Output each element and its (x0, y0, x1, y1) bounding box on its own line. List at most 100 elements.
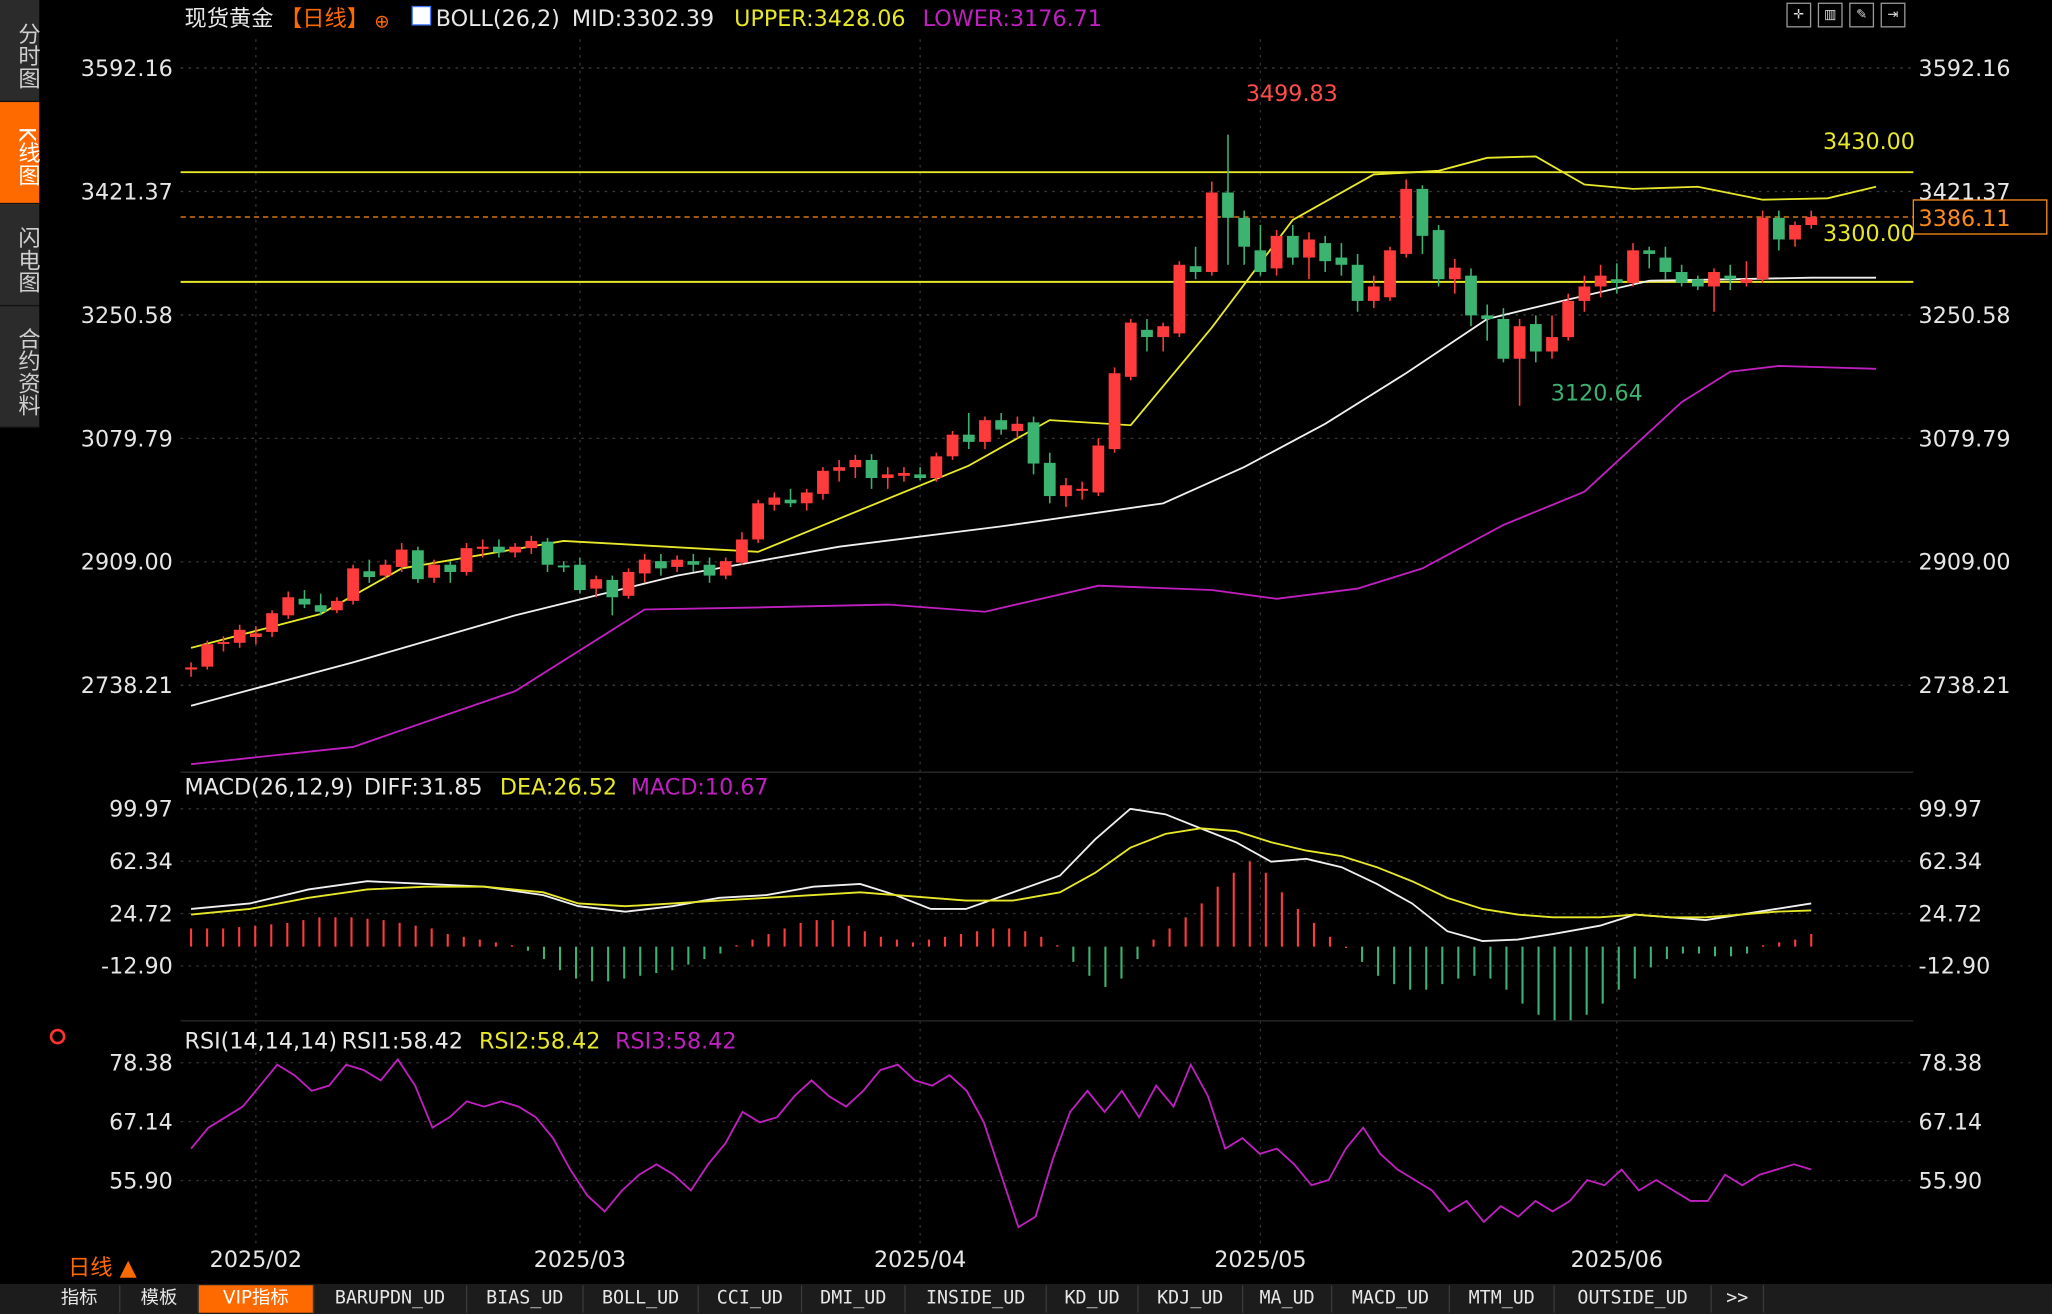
candle-body[interactable] (1124, 322, 1137, 377)
candle-body[interactable] (1481, 315, 1494, 319)
candle-body[interactable] (1092, 445, 1105, 493)
sidebar-tab-0[interactable]: 分时图 (0, 0, 40, 103)
candle-body[interactable] (671, 559, 684, 567)
indicator-tab-14[interactable]: OUTSIDE_UD (1555, 1285, 1712, 1313)
candle-body[interactable] (1610, 279, 1623, 283)
candle-body[interactable] (1367, 286, 1380, 301)
candle-body[interactable] (1546, 337, 1558, 352)
candle-body[interactable] (1724, 275, 1737, 280)
candle-body[interactable] (622, 571, 635, 596)
sidebar-tab-3[interactable]: 合约资料 (0, 306, 40, 428)
layout-icon[interactable]: ▥ (1817, 2, 1843, 28)
candle-body[interactable] (995, 420, 1008, 430)
candle-body[interactable] (395, 549, 408, 567)
candle-body[interactable] (736, 539, 748, 563)
indicator-tab-7[interactable]: DMI_UD (802, 1285, 906, 1313)
candle-body[interactable] (1141, 329, 1153, 338)
candle-body[interactable] (1157, 326, 1170, 338)
candle-body[interactable] (1173, 264, 1186, 334)
candle-body[interactable] (1578, 286, 1591, 301)
candle-body[interactable] (1189, 266, 1202, 273)
candle-body[interactable] (1011, 423, 1024, 432)
candle-body[interactable] (217, 642, 230, 645)
candle-body[interactable] (1108, 373, 1121, 450)
candle-body[interactable] (800, 492, 813, 504)
candle-body[interactable] (1432, 230, 1445, 280)
candle-body[interactable] (379, 564, 392, 576)
candle-body[interactable] (1303, 239, 1315, 258)
candle-body[interactable] (412, 550, 424, 580)
candle-body[interactable] (1740, 279, 1753, 283)
indicator-tab-13[interactable]: MTM_UD (1450, 1285, 1555, 1313)
candle-body[interactable] (1772, 217, 1785, 240)
candle-body[interactable] (233, 629, 246, 643)
candle-body[interactable] (1351, 264, 1364, 301)
candle-body[interactable] (282, 597, 295, 616)
candle-body[interactable] (1448, 267, 1461, 280)
candle-body[interactable] (752, 503, 765, 540)
candle-body[interactable] (1789, 225, 1801, 240)
candle-body[interactable] (460, 548, 473, 572)
candle-body[interactable] (865, 459, 878, 479)
candle-body[interactable] (330, 600, 343, 611)
candle-body[interactable] (1643, 250, 1656, 254)
candle-body[interactable] (428, 564, 440, 578)
candle-body[interactable] (1465, 275, 1477, 316)
candle-body[interactable] (525, 540, 538, 549)
candle-body[interactable] (930, 456, 943, 479)
candle-body[interactable] (1205, 192, 1218, 273)
candle-body[interactable] (1562, 300, 1575, 338)
indicator-tab-11[interactable]: MA_UD (1243, 1285, 1333, 1313)
boll-indicator-icon[interactable] (411, 5, 432, 26)
candle-body[interactable] (687, 561, 700, 565)
candle-body[interactable] (509, 546, 521, 553)
candle-body[interactable] (1805, 217, 1818, 226)
indicator-tab-8[interactable]: INSIDE_UD (906, 1285, 1047, 1313)
candle-body[interactable] (1238, 217, 1251, 247)
candle-body[interactable] (881, 474, 894, 479)
candle-body[interactable] (314, 605, 327, 612)
candle-body[interactable] (1691, 279, 1704, 287)
candle-body[interactable] (703, 564, 716, 576)
add-indicator-icon[interactable]: ⊕ (374, 11, 389, 32)
indicator-tab-10[interactable]: KDJ_UD (1139, 1285, 1244, 1313)
candle-body[interactable] (444, 564, 457, 572)
candle-body[interactable] (185, 667, 197, 670)
candle-body[interactable] (541, 541, 554, 565)
expand-icon[interactable]: ⇥ (1880, 2, 1906, 28)
candle-body[interactable] (1497, 318, 1510, 359)
candle-body[interactable] (768, 497, 781, 505)
candle-body[interactable] (849, 459, 862, 468)
candle-body[interactable] (1319, 243, 1332, 262)
candle-body[interactable] (1027, 422, 1040, 464)
candle-body[interactable] (1335, 257, 1348, 265)
period-selector[interactable]: 日线 ▲ (68, 1255, 137, 1282)
indicator-tab-4[interactable]: BIAS_UD (467, 1285, 584, 1313)
candle-body[interactable] (266, 613, 278, 632)
candle-body[interactable] (1286, 235, 1299, 258)
indicator-tab-15[interactable]: >> (1712, 1285, 1765, 1313)
candle-body[interactable] (1756, 217, 1769, 280)
candle-body[interactable] (557, 565, 570, 568)
indicator-tab-0[interactable]: 指标 (39, 1285, 121, 1313)
candle-body[interactable] (719, 561, 732, 576)
candle-body[interactable] (784, 499, 797, 504)
candle-body[interactable] (1675, 272, 1688, 283)
candle-body[interactable] (298, 598, 311, 605)
candle-body[interactable] (898, 472, 910, 476)
indicator-tab-6[interactable]: CCI_UD (699, 1285, 803, 1313)
indicator-tab-2[interactable]: VIP指标 (198, 1285, 315, 1313)
candle-body[interactable] (1076, 488, 1089, 491)
candle-body[interactable] (590, 579, 603, 589)
draw-tools-icon[interactable]: ✎ (1849, 2, 1875, 28)
candle-body[interactable] (606, 579, 619, 598)
candle-body[interactable] (1708, 272, 1720, 287)
candle-body[interactable] (1659, 257, 1672, 273)
candle-body[interactable] (1060, 485, 1072, 497)
candle-body[interactable] (1513, 326, 1526, 359)
candle-body[interactable] (1529, 324, 1542, 352)
indicator-tab-9[interactable]: KD_UD (1047, 1285, 1139, 1313)
candle-body[interactable] (979, 420, 991, 442)
candle-body[interactable] (493, 546, 505, 553)
indicator-tab-5[interactable]: BOLL_UD (584, 1285, 699, 1313)
